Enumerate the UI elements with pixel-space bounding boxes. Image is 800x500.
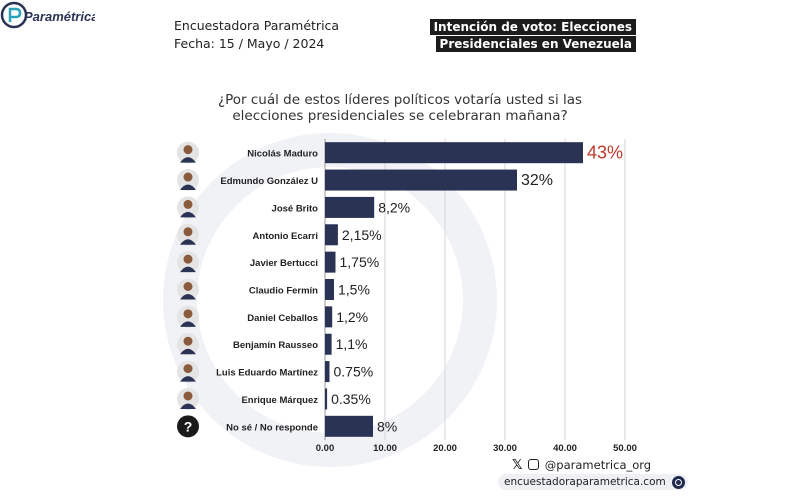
search-icon[interactable] [671,476,685,489]
category-label: José Brito [272,203,319,214]
question-mark-icon: ? [177,415,199,438]
candidate-avatar-icon [177,141,199,164]
bar [325,388,328,410]
value-label: 0.75% [334,364,374,380]
candidate-avatar-icon [177,360,199,383]
candidate-avatar-icon [177,196,199,219]
value-label: 1,5% [338,282,370,298]
candidate-avatar-icon [177,223,199,246]
social-handle[interactable]: @parametrica_org [544,458,652,472]
category-label: Nicolás Maduro [247,149,318,160]
bar [325,279,334,300]
value-label: 32% [521,172,553,189]
value-label: 1,75% [340,254,380,270]
bar [325,142,583,164]
bar [325,169,517,191]
banner-title-line2: Presidenciales en Venezuela [435,36,636,52]
x-tick-label: 10.00 [373,443,397,454]
svg-text:?: ? [184,418,193,434]
survey-date: Fecha: 15 / Mayo / 2024 [174,36,325,51]
logo-text: Paramétrica [24,9,95,24]
category-label: Javier Bertucci [250,258,318,269]
candidate-avatar-icon [177,169,199,192]
value-label: 0.35% [331,391,371,407]
category-label: Daniel Ceballos [247,313,318,324]
candidate-avatars: ? [177,141,199,438]
x-tick-label: 30.00 [493,443,517,454]
bar [325,224,338,246]
category-label: Luis Eduardo Martínez [216,368,318,379]
value-label: 1,1% [336,336,368,352]
org-name: Encuestadora Paramétrica [174,18,340,33]
bar [325,415,373,437]
bar [325,333,332,355]
value-labels: 43% 32% 8,2% 2,15% 1,75% 1,5% 1,2% 1,1% 0.75% 0.3… [331,143,623,435]
bar [325,251,336,273]
value-label: 8% [377,418,397,434]
bars [325,142,583,437]
x-icon[interactable]: 𝕏 [512,458,523,473]
category-label: Benjamín Rausseo [233,340,318,351]
category-label: Enrique Márquez [241,395,318,406]
candidate-avatar-icon [177,251,199,274]
candidate-avatar-icon [177,305,199,328]
category-label: Antonio Ecarri [253,231,318,242]
parametrica-logo: Paramétrica [0,1,98,29]
bar [325,306,333,328]
value-label: 1,2% [336,309,368,325]
category-label: No sé / No responde [226,422,318,433]
candidate-avatar-icon [177,333,199,356]
banner-title-line1: Intención de voto: Elecciones [429,19,636,35]
bar [325,361,330,383]
category-label: Edmundo González U [220,176,318,187]
website-link[interactable]: encuestadoraparametrica.com [504,476,666,488]
x-tick-label: 20.00 [433,443,457,454]
value-label: 2,15% [342,227,382,243]
website-pill[interactable]: encuestadoraparametrica.com [498,474,688,490]
value-label: 43% [587,143,623,163]
candidate-avatar-icon [177,278,199,301]
category-label: Claudio Fermín [249,286,318,297]
question-line1: ¿Por cuál de estos líderes políticos vot… [217,92,583,108]
question-line2: elecciones presidenciales se celebraran … [232,108,568,124]
instagram-icon[interactable] [528,459,540,470]
x-tick-label: 0.00 [316,443,335,454]
x-tick-label: 40.00 [553,443,577,454]
social-row: 𝕏 @parametrica_org [512,458,651,473]
candidate-avatar-icon [177,387,199,410]
category-labels: Nicolás Maduro Edmundo González U José Bri… [216,149,318,434]
value-label: 8,2% [378,199,410,215]
x-tick-label: 50.00 [613,443,637,454]
x-tick-labels: 0.00 10.00 20.00 30.00 40.00 50.00 [316,443,637,454]
bar [325,196,375,218]
